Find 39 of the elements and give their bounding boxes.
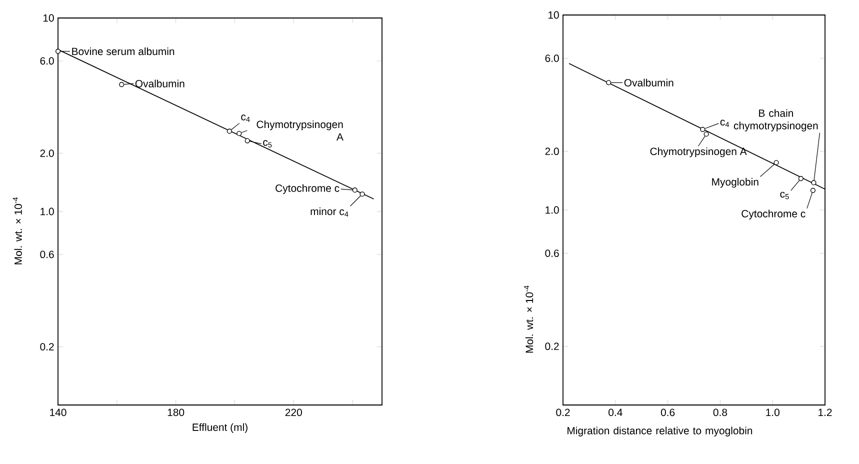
y-tick-label: 2.0 [545,148,559,156]
annotation: Cytochrome c [742,210,806,220]
annotation: Ovalbumin [624,78,674,86]
x-tick-label: 220 [285,408,302,416]
annotation: c$_{4}$ [720,120,730,128]
x-axis-title: Effluent (ml) [192,423,248,434]
y-tick-label: 0.2 [40,343,54,350]
annotation: Myoglobin [712,178,758,188]
x-tick-label: 0.4 [608,408,622,416]
y-tick-label: 6.0 [545,54,559,62]
x-tick-label: 0.6 [660,408,675,416]
annotation: c$_{5}$ [780,192,789,200]
x-tick-label: 0.8 [713,408,728,416]
y-tick-label: 0.2 [545,342,559,350]
y-axis-title: Mol. wt. × 10$^{-4}$ [12,197,22,264]
x-tick-label: 1.0 [766,408,780,416]
annotation: Ovalbumin [135,80,184,88]
y-tick-label: 1.0 [40,208,54,216]
annotation: c$_{5}$ [263,140,272,148]
annotation: c$_{4}$ [241,114,250,122]
x-tick-label: 1.2 [818,408,832,416]
x-axis-title: Migration distance relative to myoglobin [568,426,752,436]
y-tick-label: 10 [43,14,54,22]
x-tick-label: 140 [50,408,66,416]
x-tick-label: 180 [168,408,184,416]
annotation: Bovine serum albumin [72,47,174,56]
annotation: Chymotrypsinogen A [650,147,747,158]
y-tick-label: 1.0 [546,206,559,214]
y-tick-label: 0.6 [40,250,54,258]
y-axis-title: Mol. wt. × 10$^{-4}$ [524,286,534,353]
annotation: Cytochrome c [276,184,340,194]
y-tick-label: 0.6 [545,250,559,257]
y-tick-label: 10 [548,11,559,19]
x-tick-label: 0.2 [556,408,570,416]
annotation: Chymotrypsinogen A [256,120,344,141]
annotation: B chain chymotrypsinogen [734,109,818,132]
annotation: minor c$_{4}$ [310,207,348,217]
y-tick-label: 2.0 [40,150,54,157]
y-tick-label: 6.0 [40,57,54,65]
